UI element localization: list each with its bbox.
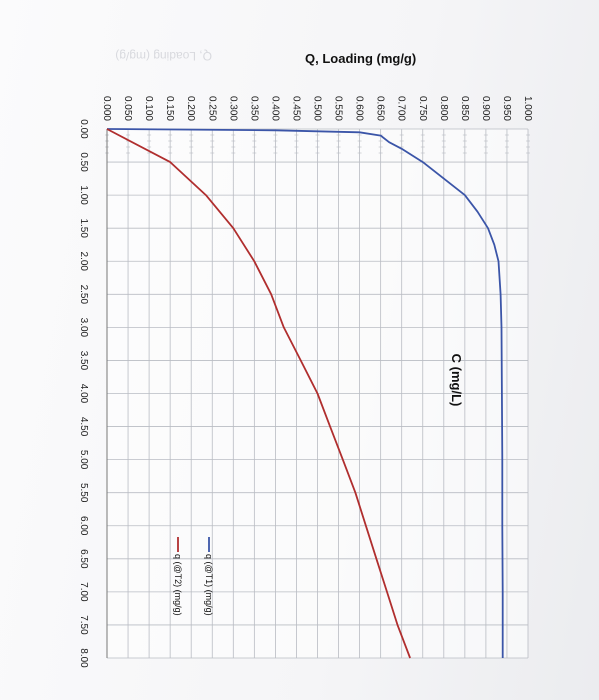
y-tick-label: 0.650 — [375, 96, 386, 121]
x-tick-label: 3.00 — [78, 318, 89, 338]
y-tick-label: 0.800 — [438, 96, 449, 121]
x-tick-label: 4.50 — [78, 417, 89, 437]
x-tick-label: 6.00 — [78, 516, 89, 536]
y-tick-label: 0.400 — [269, 96, 280, 121]
x-tick-label: 3.50 — [78, 351, 89, 371]
legend: q (@T1) (mg/g) q (@T2) (mg/g) — [173, 537, 214, 616]
y-tick-label: 0.350 — [248, 96, 259, 121]
y-tick-label: 0.950 — [501, 96, 512, 121]
grid — [105, 128, 530, 659]
x-tick-label: 1.50 — [78, 218, 89, 238]
x-tick-label: 1.00 — [78, 185, 89, 205]
x-tick-label: 6.50 — [78, 549, 89, 569]
x-tick-label: 0.00 — [78, 119, 89, 139]
y-tick-labels: 0.000 0.050 0.100 0.150 0.200 0.250 0.300 0.350… — [101, 96, 533, 121]
series-line-1 — [106, 128, 504, 658]
show-through-text: Q, Loading (mg/g) — [115, 49, 212, 63]
y-tick-label: 0.700 — [396, 96, 407, 121]
x-tick-label: 0.50 — [78, 152, 89, 172]
y-axis-title: Q, Loading (mg/g) — [305, 51, 416, 66]
y-tick-label: 0.250 — [206, 96, 217, 121]
y-tick-label: 1.000 — [522, 96, 533, 121]
legend-label-2: q (@T2) (mg/g) — [173, 554, 183, 616]
y-tick-label: 0.500 — [312, 96, 323, 121]
y-tick-label: 0.900 — [480, 96, 491, 121]
y-tick-label: 0.450 — [290, 96, 301, 121]
y-tick-label: 0.200 — [185, 96, 196, 121]
x-tick-label: 2.50 — [78, 285, 89, 305]
y-tick-label: 0.550 — [333, 96, 344, 121]
series-line-2 — [106, 128, 411, 659]
y-tick-label: 0.300 — [227, 96, 238, 121]
x-tick-label: 7.00 — [78, 582, 89, 602]
x-tick-label: 4.00 — [78, 384, 89, 404]
y-tick-label: 0.100 — [143, 96, 154, 121]
y-tick-label: 0.850 — [459, 96, 470, 121]
y-tick-label: 0.750 — [417, 96, 428, 121]
x-axis-title: C (mg/L) — [449, 354, 464, 407]
legend-label-1: q (@T1) (mg/g) — [204, 554, 214, 616]
x-tick-label: 5.00 — [78, 450, 89, 470]
x-tick-label: 8.00 — [78, 648, 89, 668]
y-tick-label: 0.150 — [164, 96, 175, 121]
x-tick-label: 7.50 — [78, 615, 89, 635]
y-tick-label: 0.600 — [354, 96, 365, 121]
y-tick-label: 0.050 — [122, 96, 133, 121]
x-tick-label: 2.00 — [78, 252, 89, 272]
x-tick-label: 5.50 — [78, 483, 89, 503]
y-tick-label: 0.000 — [101, 96, 112, 121]
series-layer — [106, 128, 504, 659]
x-tick-labels: 0.00 0.50 1.00 1.50 2.00 2.50 3.00 3.50 4.00 4.50… — [78, 119, 89, 668]
